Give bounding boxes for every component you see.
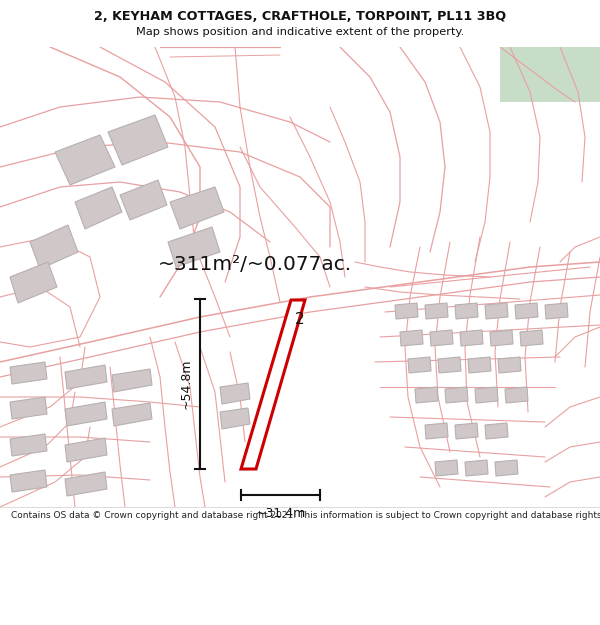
Text: 2: 2 <box>295 312 305 327</box>
Polygon shape <box>415 387 438 403</box>
Polygon shape <box>468 357 491 373</box>
Text: 2, KEYHAM COTTAGES, CRAFTHOLE, TORPOINT, PL11 3BQ: 2, KEYHAM COTTAGES, CRAFTHOLE, TORPOINT,… <box>94 11 506 23</box>
Polygon shape <box>220 408 250 429</box>
Polygon shape <box>112 369 152 392</box>
Polygon shape <box>65 365 107 389</box>
Polygon shape <box>10 397 47 419</box>
Text: ~311m²/~0.077ac.: ~311m²/~0.077ac. <box>158 256 352 274</box>
Polygon shape <box>168 227 220 267</box>
Polygon shape <box>30 225 78 269</box>
Text: Contains OS data © Crown copyright and database right 2021. This information is : Contains OS data © Crown copyright and d… <box>11 511 600 519</box>
Polygon shape <box>505 387 528 403</box>
Polygon shape <box>108 115 168 165</box>
Polygon shape <box>498 357 521 373</box>
Polygon shape <box>475 387 498 403</box>
Polygon shape <box>65 438 107 462</box>
Polygon shape <box>485 423 508 439</box>
Polygon shape <box>455 303 478 319</box>
Polygon shape <box>120 180 167 220</box>
Polygon shape <box>408 357 431 373</box>
FancyBboxPatch shape <box>500 47 600 102</box>
Text: Map shows position and indicative extent of the property.: Map shows position and indicative extent… <box>136 27 464 37</box>
Polygon shape <box>65 402 107 426</box>
Polygon shape <box>460 330 483 346</box>
Polygon shape <box>400 330 423 346</box>
Polygon shape <box>490 330 513 346</box>
Polygon shape <box>395 303 418 319</box>
Polygon shape <box>10 434 47 456</box>
Polygon shape <box>10 262 57 303</box>
Polygon shape <box>515 303 538 319</box>
Polygon shape <box>10 470 47 492</box>
Polygon shape <box>425 423 448 439</box>
Polygon shape <box>520 330 543 346</box>
Polygon shape <box>55 135 115 185</box>
Polygon shape <box>170 187 224 229</box>
Polygon shape <box>465 460 488 476</box>
Polygon shape <box>65 472 107 496</box>
Polygon shape <box>485 303 508 319</box>
Polygon shape <box>241 300 305 469</box>
Polygon shape <box>435 460 458 476</box>
Polygon shape <box>445 387 468 403</box>
Polygon shape <box>10 362 47 384</box>
Polygon shape <box>220 383 250 404</box>
Polygon shape <box>112 403 152 426</box>
Polygon shape <box>75 187 122 229</box>
Polygon shape <box>545 303 568 319</box>
Polygon shape <box>495 460 518 476</box>
Polygon shape <box>455 423 478 439</box>
Polygon shape <box>430 330 453 346</box>
Text: ~31.4m: ~31.4m <box>256 507 305 520</box>
Polygon shape <box>425 303 448 319</box>
Text: ~54.8m: ~54.8m <box>179 359 193 409</box>
Polygon shape <box>438 357 461 373</box>
